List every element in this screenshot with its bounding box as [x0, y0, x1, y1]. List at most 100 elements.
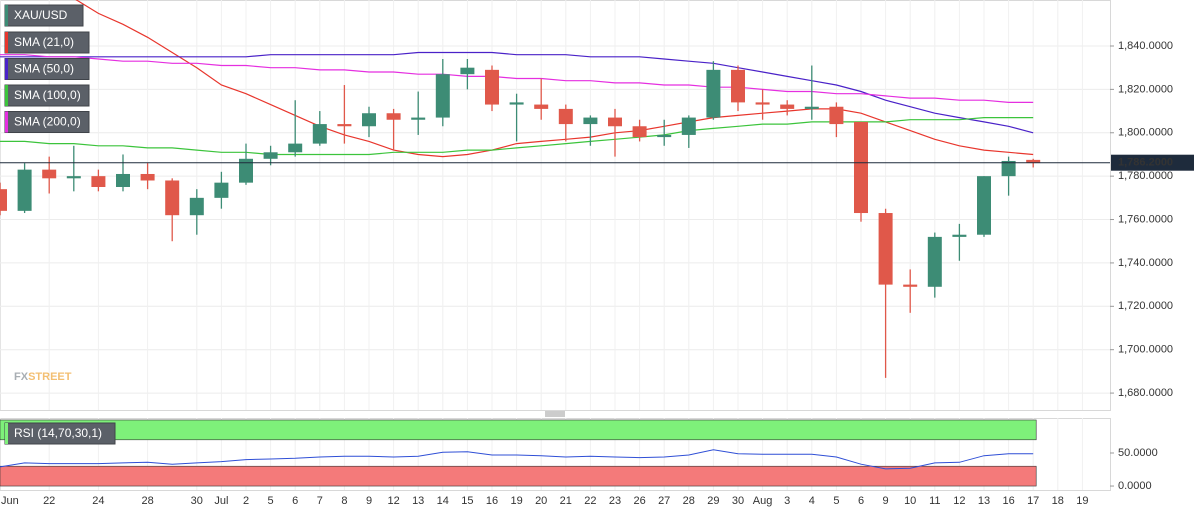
candle-body [780, 104, 795, 109]
x-tick-label: 9 [366, 495, 372, 507]
legend-label: RSI (14,70,30,1) [14, 426, 102, 440]
candle-body [878, 213, 893, 285]
y-tick-label: 1,720.0000 [1118, 300, 1173, 312]
candle-body [362, 113, 376, 127]
candle-body [165, 180, 180, 216]
x-tick-label: 28 [683, 495, 695, 507]
x-tick-label: 5 [268, 495, 274, 507]
legend-swatch [5, 58, 8, 80]
x-tick-label: 28 [141, 495, 153, 507]
candle-body [755, 102, 770, 105]
legend-swatch [5, 423, 8, 444]
candle-body [854, 121, 868, 214]
x-tick-label: 16 [486, 495, 498, 507]
main-panel [0, 0, 1111, 411]
legend-label: SMA (200,0) [14, 115, 81, 129]
candle-body [485, 69, 499, 105]
candle-body [558, 108, 573, 125]
y-tick-label: 1,760.0000 [1118, 213, 1173, 225]
y-tick-label: 1,780.0000 [1118, 170, 1173, 182]
x-tick-label: 5 [833, 495, 839, 507]
candle-body [583, 117, 598, 125]
candle-body [337, 124, 352, 127]
x-tick-label: 12 [953, 495, 965, 507]
legend-swatch [5, 111, 8, 133]
x-tick-label: 16 [1002, 495, 1014, 507]
x-tick-label: 4 [809, 495, 815, 507]
legend-item[interactable]: SMA (21,0) [4, 31, 90, 54]
legend-item[interactable]: XAU/USD [4, 4, 84, 27]
candle-body [411, 117, 426, 120]
sma-line [0, 117, 1034, 156]
y-tick-label: 1,800.0000 [1118, 127, 1173, 139]
candle-body [1001, 160, 1016, 177]
candle-body [116, 173, 130, 187]
y-tick-label: 1,680.0000 [1118, 387, 1173, 399]
candle-body [386, 113, 401, 120]
x-tick-label: 10 [904, 495, 916, 507]
x-tick-label: 29 [707, 495, 719, 507]
legend-label: SMA (50,0) [14, 62, 74, 76]
x-tick-label: Jul [214, 495, 228, 507]
candle-body [42, 169, 57, 179]
x-tick-label: 17 [1027, 495, 1039, 507]
candle-body [706, 69, 721, 118]
x-tick-label: 22 [584, 495, 596, 507]
panel-splitter[interactable] [545, 411, 565, 417]
x-tick-label: Aug [753, 495, 773, 507]
candle-body [189, 197, 204, 216]
candle-body [608, 117, 622, 127]
x-tick-label: 6 [292, 495, 298, 507]
y-tick-label: 0.0000 [1118, 480, 1152, 492]
x-tick-label: 21 [560, 495, 572, 507]
candle-body [927, 236, 942, 287]
legend-label: XAU/USD [14, 8, 68, 22]
candle-body [66, 176, 81, 179]
legend-item[interactable]: RSI (14,70,30,1) [4, 422, 116, 445]
candle-body [263, 152, 278, 159]
candle-body [731, 69, 745, 103]
x-tick-label: 30 [732, 495, 744, 507]
x-tick-label: Jun [1, 495, 19, 507]
watermark-part: FX [14, 371, 29, 383]
x-tick-label: 13 [412, 495, 424, 507]
x-tick-label: 15 [461, 495, 473, 507]
candle-body [239, 158, 253, 183]
x-tick-label: 7 [317, 495, 323, 507]
candle-body [214, 182, 229, 198]
watermark-part: STREET [28, 371, 72, 383]
legend-label: SMA (100,0) [14, 88, 81, 102]
x-tick-label: 12 [387, 495, 399, 507]
candle-body [460, 67, 475, 75]
candle-body [952, 234, 967, 237]
legend-item[interactable]: SMA (100,0) [4, 84, 90, 107]
candle-body [804, 106, 819, 109]
x-tick-label: 6 [858, 495, 864, 507]
candle-body [829, 106, 844, 125]
candle-body [17, 169, 32, 211]
x-tick-label: 22 [43, 495, 55, 507]
sma-line [75, 0, 1034, 158]
legend-item[interactable]: SMA (50,0) [4, 58, 90, 80]
x-tick-label: 27 [658, 495, 670, 507]
candle-body [288, 143, 303, 153]
candle-body [0, 189, 7, 211]
y-tick-label: 1,740.0000 [1118, 257, 1173, 269]
x-tick-label: 18 [1052, 495, 1064, 507]
candle-body [435, 74, 450, 118]
candle-body [509, 102, 524, 105]
x-tick-label: 2 [243, 495, 249, 507]
candle-body [657, 134, 672, 138]
y-tick-label: 1,820.0000 [1118, 83, 1173, 95]
candle-body [91, 176, 106, 187]
rsi-band [0, 419, 1037, 441]
last-price-label: 1,786.2000 [1118, 157, 1173, 169]
x-tick-label: 23 [609, 495, 621, 507]
watermark: FXSTREET [14, 371, 72, 383]
x-tick-label: 19 [510, 495, 522, 507]
y-tick-label: 1,700.0000 [1118, 344, 1173, 356]
x-tick-label: 3 [784, 495, 790, 507]
x-tick-label: 11 [929, 495, 940, 507]
legend-item[interactable]: SMA (200,0) [4, 111, 90, 133]
